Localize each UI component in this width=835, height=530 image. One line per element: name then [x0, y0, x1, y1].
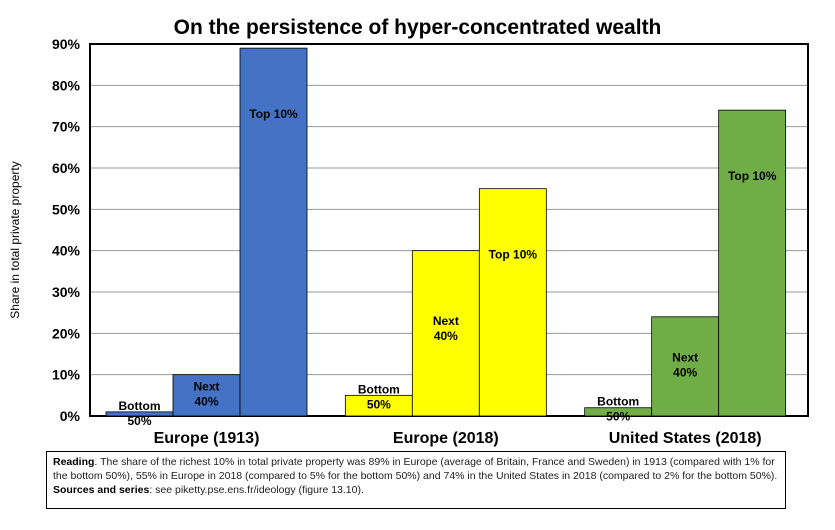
- bar-label: Top 10%: [728, 169, 777, 183]
- bar-label-line: 50%: [367, 397, 391, 411]
- bar-label: Top 10%: [489, 248, 538, 262]
- y-tick-label: 0%: [60, 408, 81, 424]
- bar-label: Next 40%: [672, 350, 698, 379]
- y-tick-label: 90%: [52, 36, 81, 52]
- bar: [651, 316, 720, 417]
- y-tick-label: 50%: [52, 201, 81, 217]
- y-tick-label: 10%: [52, 367, 81, 383]
- bar-label-line: Bottom: [358, 382, 400, 396]
- bar-label: Bottom 50%: [358, 382, 400, 411]
- bar: [411, 250, 480, 417]
- y-tick-label: 80%: [52, 77, 81, 93]
- bar: [718, 109, 787, 417]
- bar-label: Next 40%: [433, 314, 459, 343]
- bar-label: Next 40%: [193, 380, 219, 409]
- bar-label-line: 50%: [606, 410, 630, 424]
- bar: [172, 374, 241, 417]
- bar-label: Top 10%: [249, 107, 298, 121]
- bar-label-line: Bottom: [119, 399, 161, 413]
- sources-label: Sources and series: [53, 484, 150, 496]
- reading-label: Reading: [53, 456, 95, 468]
- reading-text: . The share of the richest 10% in total …: [53, 456, 778, 482]
- x-category-label: United States (2018): [609, 430, 762, 447]
- bar-label: Bottom 50%: [119, 399, 161, 428]
- bar-label-line: Next: [433, 314, 459, 328]
- y-tick-label: 40%: [52, 243, 81, 259]
- bar-label-line: Top 10%: [728, 169, 777, 183]
- bar-label-line: 50%: [127, 414, 151, 428]
- bar: [239, 47, 308, 417]
- y-tick-label: 30%: [52, 284, 81, 300]
- bar-label-line: Next: [193, 380, 219, 394]
- bar-label-line: Top 10%: [489, 248, 538, 262]
- y-tick-label: 20%: [52, 325, 81, 341]
- bar-label-line: Next: [672, 350, 698, 364]
- bar-label-line: 40%: [673, 365, 697, 379]
- bar-label-line: Top 10%: [249, 107, 298, 121]
- bar-label-line: 40%: [434, 329, 458, 343]
- reading-note: Reading. The share of the richest 10% in…: [46, 451, 786, 509]
- x-category-label: Europe (1913): [154, 430, 260, 447]
- bar-label-line: 40%: [194, 395, 218, 409]
- y-tick-label: 70%: [52, 119, 81, 135]
- bar-label-line: Bottom: [597, 395, 639, 409]
- chart-title: On the persistence of hyper-concentrated…: [173, 16, 662, 39]
- x-category-label: Europe (2018): [393, 430, 499, 447]
- bar: [478, 188, 547, 417]
- y-tick-label: 60%: [52, 160, 81, 176]
- bar-label: Bottom 50%: [597, 395, 639, 424]
- sources-text: : see piketty.pse.ens.fr/ideology (figur…: [149, 484, 364, 496]
